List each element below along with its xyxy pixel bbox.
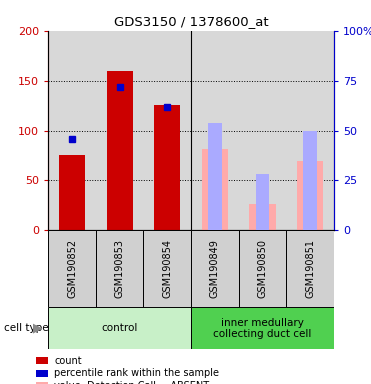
- Bar: [59, 154, 85, 230]
- Bar: [36, 357, 48, 364]
- Bar: [48, 230, 96, 307]
- Bar: [106, 71, 133, 230]
- Text: control: control: [101, 323, 138, 333]
- Text: GSM190850: GSM190850: [257, 239, 267, 298]
- Bar: [191, 307, 334, 349]
- Text: GSM190853: GSM190853: [115, 239, 125, 298]
- Bar: [286, 230, 334, 307]
- Text: count: count: [54, 356, 82, 366]
- Bar: [96, 230, 144, 307]
- Bar: [191, 230, 239, 307]
- Text: GSM190852: GSM190852: [67, 239, 77, 298]
- Bar: [303, 131, 317, 230]
- Text: cell type: cell type: [4, 323, 48, 333]
- Text: ▶: ▶: [33, 322, 43, 335]
- Bar: [154, 104, 180, 230]
- Text: percentile rank within the sample: percentile rank within the sample: [54, 368, 219, 378]
- Bar: [36, 382, 48, 384]
- Bar: [208, 122, 221, 230]
- Bar: [239, 230, 286, 307]
- Bar: [36, 370, 48, 377]
- Text: GSM190849: GSM190849: [210, 239, 220, 298]
- Bar: [249, 204, 276, 230]
- Bar: [297, 161, 323, 230]
- Bar: [256, 174, 269, 230]
- Title: GDS3150 / 1378600_at: GDS3150 / 1378600_at: [114, 15, 268, 28]
- Text: inner medullary
collecting duct cell: inner medullary collecting duct cell: [213, 318, 312, 339]
- Text: GSM190854: GSM190854: [162, 239, 172, 298]
- Bar: [202, 149, 228, 230]
- Bar: [48, 307, 191, 349]
- Text: value, Detection Call = ABSENT: value, Detection Call = ABSENT: [54, 381, 209, 384]
- Bar: [144, 230, 191, 307]
- Text: GSM190851: GSM190851: [305, 239, 315, 298]
